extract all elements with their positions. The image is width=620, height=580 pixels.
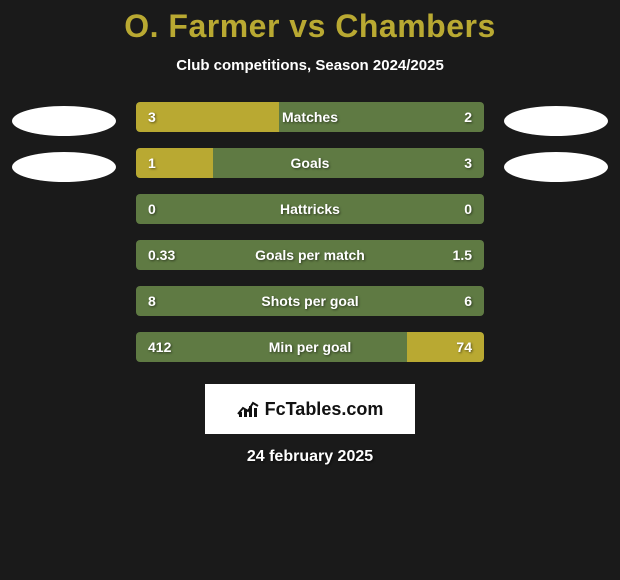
stat-label: Hattricks <box>280 201 340 217</box>
player-ellipse <box>504 106 608 136</box>
subtitle: Club competitions, Season 2024/2025 <box>0 57 620 74</box>
bar-left-fill <box>136 102 279 132</box>
comparison-chart: O. Farmer vs Chambers Club competitions,… <box>0 0 620 466</box>
stat-label: Goals per match <box>255 247 365 263</box>
stat-left-value: 0.33 <box>148 247 175 263</box>
stat-left-value: 1 <box>148 155 156 171</box>
date-label: 24 february 2025 <box>0 448 620 466</box>
left-player-icons <box>12 102 116 182</box>
stat-left-value: 0 <box>148 201 156 217</box>
stat-label: Min per goal <box>269 339 351 355</box>
site-logo: FcTables.com <box>205 384 415 434</box>
stat-right-value: 6 <box>464 293 472 309</box>
stat-left-value: 3 <box>148 109 156 125</box>
stat-label: Goals <box>291 155 330 171</box>
bar-right-fill <box>407 332 484 362</box>
stat-left-value: 8 <box>148 293 156 309</box>
stat-row: 3 2 Matches <box>136 102 484 132</box>
stat-row: 8 6 Shots per goal <box>136 286 484 316</box>
stat-label: Matches <box>282 109 338 125</box>
stat-row: 0 0 Hattricks <box>136 194 484 224</box>
stat-right-value: 74 <box>456 339 472 355</box>
stat-label: Shots per goal <box>261 293 358 309</box>
player-ellipse <box>12 106 116 136</box>
stat-right-value: 2 <box>464 109 472 125</box>
stat-right-value: 0 <box>464 201 472 217</box>
right-player-icons <box>504 102 608 182</box>
logo-chart-icon <box>237 400 259 418</box>
stat-right-value: 1.5 <box>453 247 472 263</box>
page-title: O. Farmer vs Chambers <box>0 8 620 45</box>
stat-row: 1 3 Goals <box>136 148 484 178</box>
stat-row: 0.33 1.5 Goals per match <box>136 240 484 270</box>
stat-right-value: 3 <box>464 155 472 171</box>
stat-bars: 3 2 Matches 1 3 Goals 0 0 Hattricks 0.33 1.5 Goals … <box>136 102 484 362</box>
stat-left-value: 412 <box>148 339 171 355</box>
chart-area: 3 2 Matches 1 3 Goals 0 0 Hattricks 0.33 1.5 Goals … <box>0 102 620 362</box>
logo-text: FcTables.com <box>265 399 384 420</box>
player-ellipse <box>12 152 116 182</box>
player-ellipse <box>504 152 608 182</box>
stat-row: 412 74 Min per goal <box>136 332 484 362</box>
